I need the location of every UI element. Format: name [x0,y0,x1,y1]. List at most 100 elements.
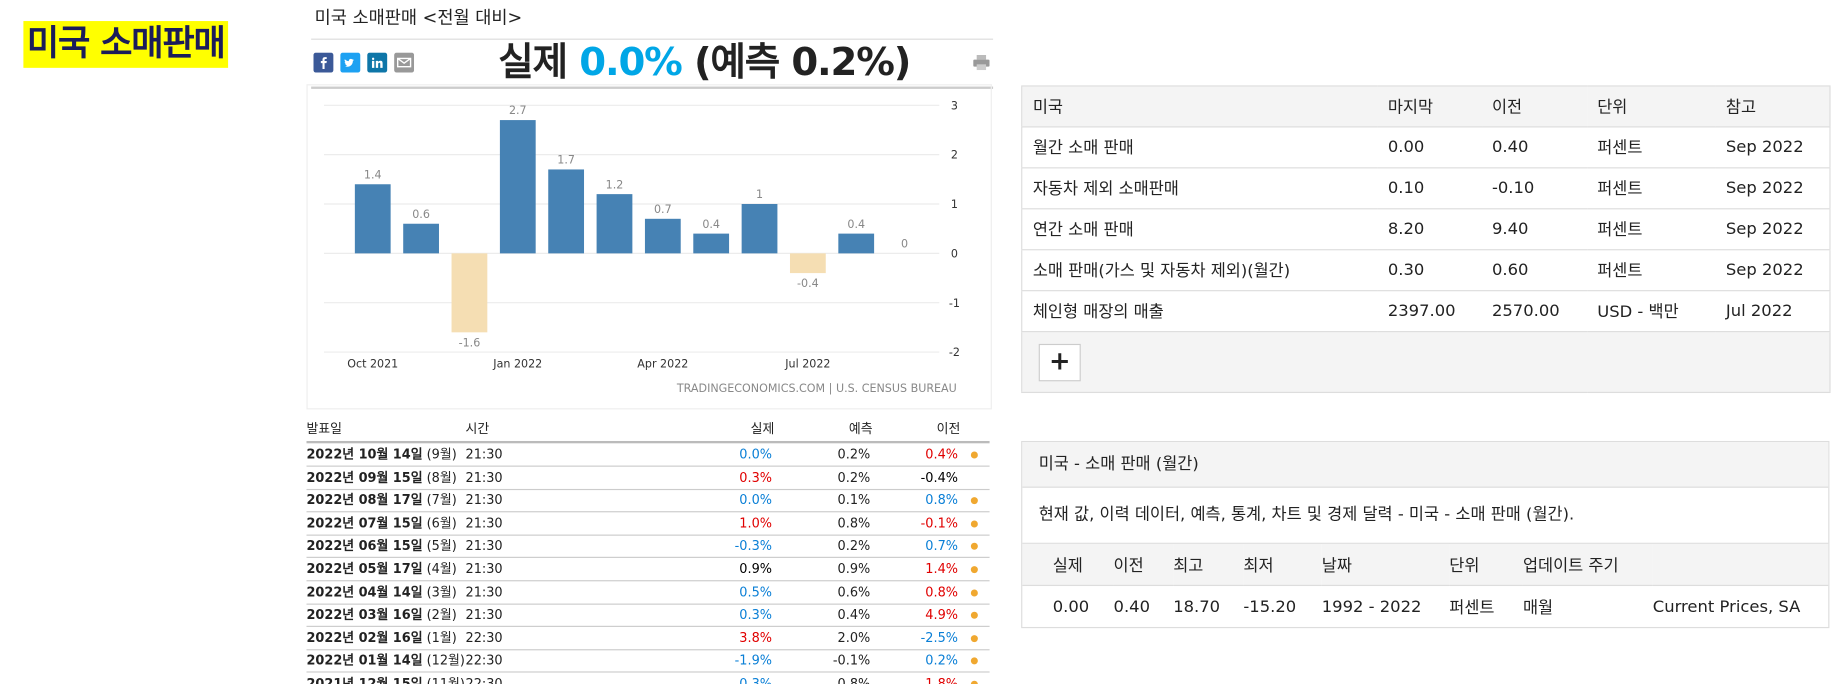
revision-dot [970,497,978,505]
cell: Sep 2022 [1715,126,1830,169]
period: (7월) [426,492,457,508]
y-tick-label: 2 [951,149,958,162]
y-tick-label: -2 [949,346,960,359]
calendar-row: 2022년 09월 15일 (8월) 21:30 0.3% 0.2% -0.4% [306,466,990,490]
cell: 퍼센트 [1586,249,1716,292]
cell: 퍼센트 [1586,208,1716,251]
cell: 소매 판매(가스 및 자동차 제외)(월간) [1021,249,1378,292]
y-tick-label: 0 [951,247,958,260]
calendar-row: 2022년 02월 16일 (1월) 22:30 3.8% 2.0% -2.5% [306,627,990,651]
time: 21:30 [465,515,503,531]
bar [693,233,730,254]
cell: -15.20 [1243,597,1297,616]
cell: 0.00 [1052,597,1090,616]
y-tick-label: -1 [949,297,960,310]
forecast: 0.9% [837,561,871,577]
cell: 1992 - 2022 [1321,597,1422,616]
x-tick-label: Jul 2022 [784,357,830,370]
indicator-row: 자동차 제외 소매판매 0.10 -0.10 퍼센트 Sep 2022 [1021,167,1830,210]
date: 2022년 02월 16일 [306,630,423,646]
column-header: 발표일 [306,421,342,437]
cell: 0.60 [1481,249,1587,292]
header-row: 미국 마지막 이전 단위 참고 [1021,85,1830,128]
calendar-row: 2022년 05월 17일 (4월) 21:30 0.9% 0.9% 1.4% [306,558,990,582]
cell: 퍼센트 [1449,598,1495,618]
period: (12월) [426,653,465,669]
bar [403,223,439,254]
cell: Jul 2022 [1715,290,1830,333]
value-label: 1.4 [364,168,382,181]
bar [548,169,585,254]
y-tick-label: 1 [951,198,958,211]
x-tick-label: Oct 2021 [347,357,398,370]
header-row: 실제 이전 최고 최저 날짜 단위 업데이트 주기 [1022,543,1829,587]
actual: 0.5% [739,584,773,600]
date: 2021년 12월 15일 [306,676,423,684]
actual: -1.9% [734,653,773,669]
release-date: 2022년 09월 15일 (8월) [306,466,456,488]
indicator-row: 소매 판매(가스 및 자동차 제외)(월간) 0.30 0.60 퍼센트 Sep 202… [1021,249,1830,292]
period: (3월) [426,584,457,600]
cell: 0.30 [1377,249,1482,292]
previous: 4.9% [925,607,958,623]
cell: 2397.00 [1377,290,1482,333]
bar [499,120,536,254]
cell: 월간 소매 판매 [1021,126,1378,169]
cell: 0.00 [1377,126,1482,169]
column-header: 예측 [848,421,873,437]
value-label: 0.4 [702,218,720,231]
cell: 0.40 [1113,597,1151,616]
date: 2022년 06월 15일 [306,538,423,554]
cell: 퍼센트 [1586,167,1716,210]
summary-panel: 미국 - 소매 판매 (월간) 현재 값, 이력 데이터, 예측, 통계, 차트… [1021,440,1830,629]
revision-dot [970,543,978,551]
period: (11월) [426,676,465,684]
chart-source: TRADINGECONOMICS.COM | U.S. CENSUS BUREA… [676,382,957,395]
release-date: 2022년 03월 16일 (2월) [306,604,456,626]
calendar-row: 2022년 10월 14일 (9월) 21:30 0.0% 0.2% 0.4% [306,443,990,467]
cell: 퍼센트 [1586,126,1716,169]
actual: 0.9% [739,561,773,577]
revision-dot [970,566,978,574]
time: 21:30 [465,492,503,508]
previous: 0.4% [925,446,958,463]
calendar-row: 2022년 06월 15일 (5월) 21:30 -0.3% 0.2% 0.7% [306,535,990,559]
indicator-row: 연간 소매 판매 8.20 9.40 퍼센트 Sep 2022 [1021,208,1830,251]
revision-dot [970,520,978,528]
expand-button[interactable]: + [1038,343,1081,381]
previous: 1.4% [925,561,958,577]
summary-description: 현재 값, 이력 데이터, 예측, 통계, 차트 및 경제 달력 - 미국 - … [1022,488,1829,544]
revision-dot [970,611,978,619]
chart-box: TRADINGECONOMICS.COM | U.S. CENSUS BUREA… [306,84,992,410]
period: (4월) [426,561,457,577]
forecast: 0.8% [837,515,871,531]
period: (6월) [426,515,457,531]
column-header: 참고 [1715,85,1830,128]
period: (8월) [426,469,457,485]
previous: 0.7% [925,538,958,554]
release-date: 2022년 10월 14일 (9월) [306,443,456,465]
cell: 체인형 매장의 매출 [1021,290,1378,333]
headline-actual: 0.0% [579,38,683,85]
cell: 0.10 [1377,167,1482,210]
value-label: 0.7 [654,203,672,216]
button-row: + [1021,331,1830,394]
print-icon[interactable] [973,54,990,71]
column-header: 시간 [465,421,490,437]
period: (1월) [426,630,457,646]
date: 2022년 03월 16일 [306,607,423,623]
release-date: 2021년 12월 15일 (11월) [306,673,464,684]
indicator-row: 월간 소매 판매 0.00 0.40 퍼센트 Sep 2022 [1021,126,1830,169]
previous: 0.8% [925,492,958,508]
column-header: 미국 [1021,85,1378,128]
time: 21:30 [465,538,503,554]
column-header: 최저 [1243,543,1322,587]
cell: -0.10 [1481,167,1587,210]
calendar-table: 발표일 시간 실제 예측 이전 2022년 10월 14일 (9월) 21:30 0.0% 0.… [306,418,991,684]
y-tick-label: 3 [951,99,958,112]
forecast: -0.1% [832,653,871,669]
column-header: 업데이트 주기 [1522,543,1653,587]
time: 22:30 [465,630,503,646]
chart: TRADINGECONOMICS.COM | U.S. CENSUS BUREA… [324,99,960,395]
time: 21:30 [465,446,503,463]
